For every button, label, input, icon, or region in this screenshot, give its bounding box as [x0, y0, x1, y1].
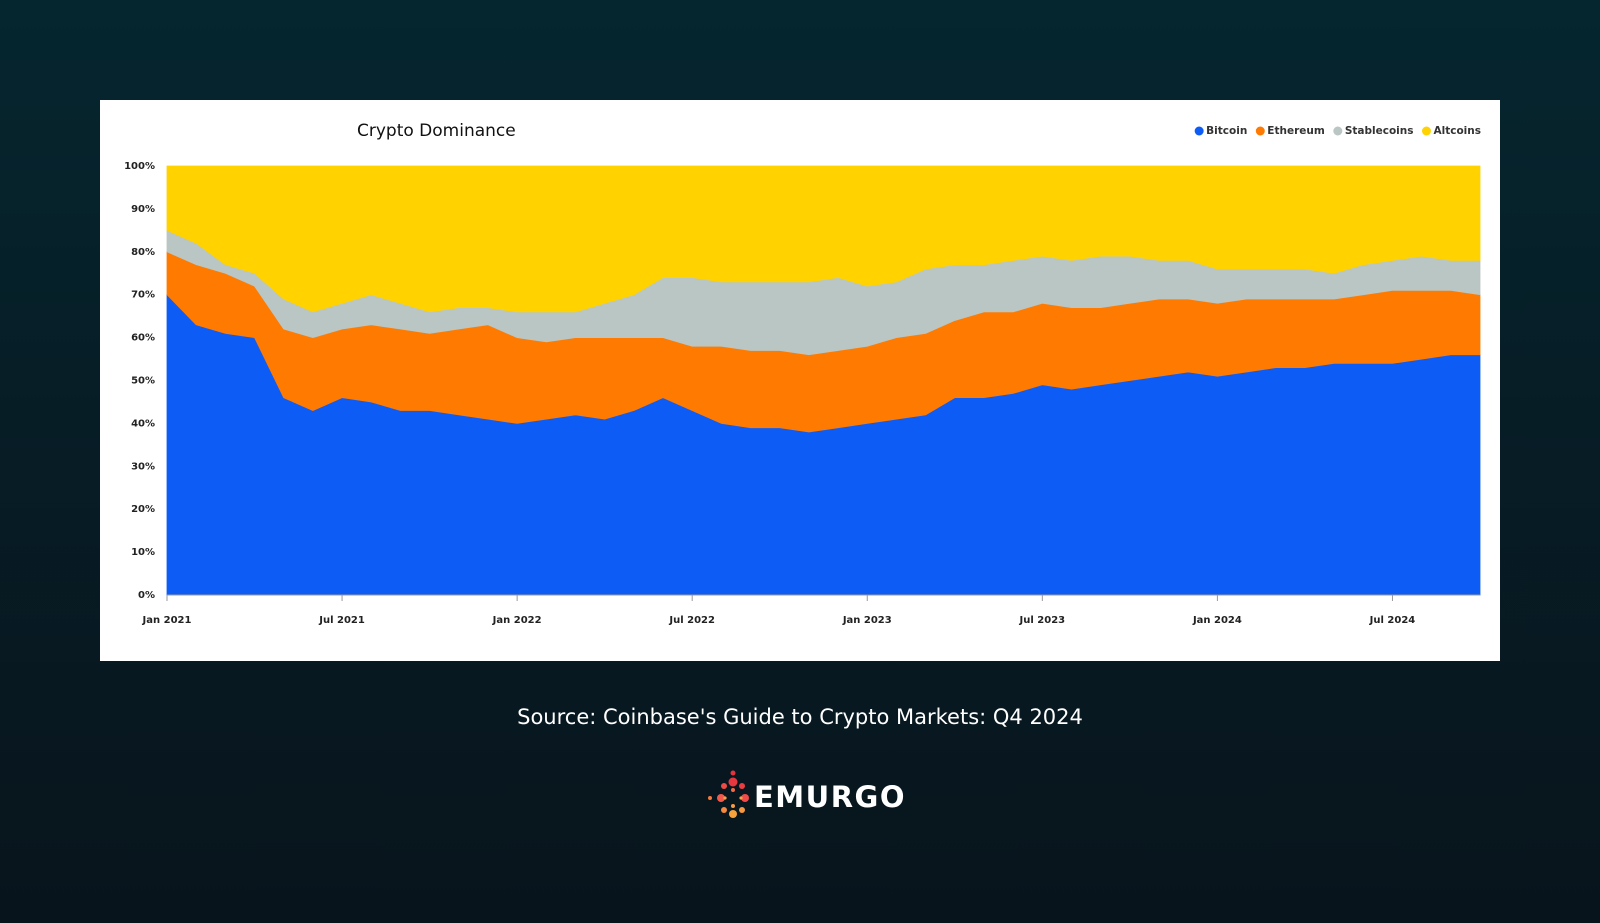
logo-dot [723, 796, 727, 800]
logo-dot [721, 807, 727, 813]
logo-dot [729, 810, 737, 818]
y-tick-label: 100% [124, 161, 155, 172]
plot-area: 0% 10% 20% 30% 40% 50% 60% 70% 80% 90% 100% Jan 202… [124, 161, 1481, 626]
y-tick-label: 40% [131, 418, 155, 429]
y-tick-label: 70% [131, 290, 155, 301]
x-tick-label: Jan 2023 [842, 615, 892, 626]
y-tick-label: 30% [131, 461, 155, 472]
legend: Altcoins Stablecoins Ethereum Bitcoin [1194, 125, 1481, 137]
legend-swatch [1255, 126, 1265, 136]
legend-label: Stablecoins [1345, 125, 1414, 137]
y-tick-label: 80% [131, 247, 155, 258]
brand-logo [708, 770, 749, 818]
y-tick-label: 60% [131, 333, 155, 344]
legend-swatch [1194, 126, 1204, 136]
logo-dot [708, 796, 712, 800]
logo-dot [717, 794, 725, 802]
x-tick-label: Jul 2023 [1019, 615, 1066, 626]
logo-dot [739, 783, 745, 789]
logo-dot [731, 788, 735, 792]
chart-title: Crypto Dominance [357, 121, 516, 141]
legend-label: Ethereum [1267, 125, 1325, 137]
x-tick-label: Jul 2022 [668, 615, 715, 626]
logo-dot [728, 777, 738, 787]
y-tick-label: 0% [138, 590, 155, 601]
y-tick-label: 10% [131, 547, 155, 558]
x-tick-label: Jan 2024 [1192, 615, 1242, 626]
y-tick-label: 90% [131, 204, 155, 215]
logo-dot [721, 783, 727, 789]
y-tick-label: 20% [131, 504, 155, 515]
logo-dot [741, 794, 749, 802]
logo-dot [739, 807, 745, 813]
y-tick-label: 50% [131, 376, 155, 387]
brand-name: EMURGO [754, 780, 906, 814]
x-tick-label: Jan 2021 [142, 615, 192, 626]
caption: Source: Coinbase's Guide to Crypto Marke… [517, 705, 1083, 729]
x-tick-label: Jul 2021 [318, 615, 365, 626]
logo-dot [730, 770, 736, 776]
x-tick-label: Jan 2022 [492, 615, 542, 626]
logo-dot [739, 796, 743, 800]
legend-swatch [1333, 126, 1343, 136]
logo-dot [731, 804, 735, 808]
legend-label: Altcoins [1433, 125, 1481, 137]
legend-swatch [1421, 126, 1431, 136]
legend-label: Bitcoin [1206, 125, 1247, 137]
x-tick-label: Jul 2024 [1369, 615, 1416, 626]
area [166, 165, 1481, 313]
